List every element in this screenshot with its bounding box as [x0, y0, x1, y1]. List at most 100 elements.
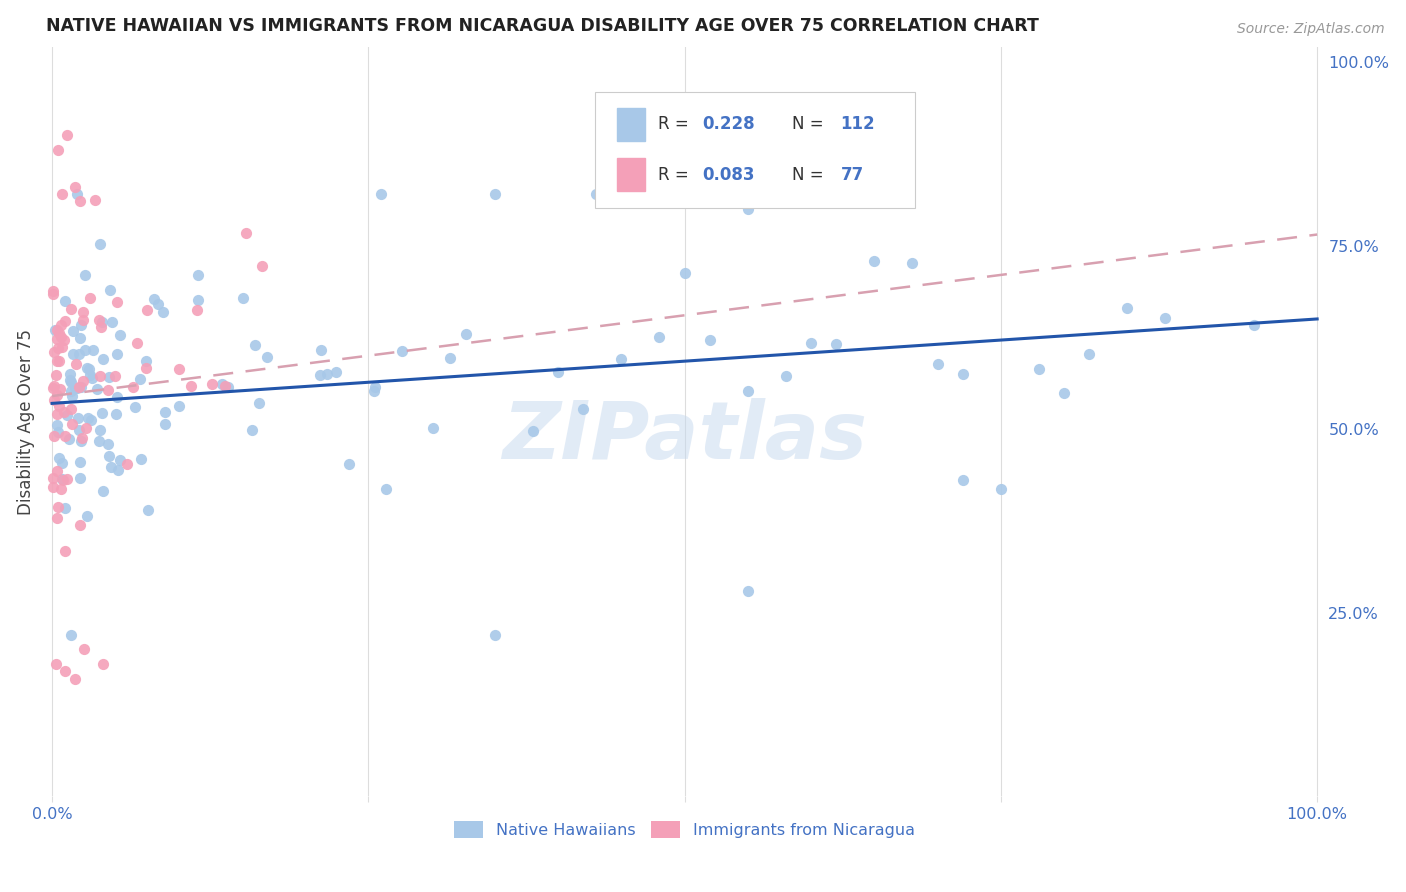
Point [45, 657, 67, 671]
Point [91, 657, 114, 671]
Point [63, 179, 86, 194]
Point [46, 464, 69, 478]
Point [69, 455, 91, 469]
Point [44, 323, 66, 337]
Point [129, 451, 152, 466]
Point [309, 368, 332, 382]
Point [105, 295, 128, 310]
Point [98, 283, 121, 297]
Point [79, 412, 101, 426]
Point [153, 417, 176, 431]
Point [46, 332, 69, 346]
Point [863, 254, 886, 268]
Point [63, 672, 86, 686]
Point [104, 368, 127, 383]
Point [89, 312, 111, 326]
Point [46, 354, 69, 368]
Y-axis label: Disability Age Over 75: Disability Age Over 75 [17, 329, 35, 515]
Point [316, 367, 339, 381]
Point [97, 437, 120, 451]
Point [89, 369, 111, 384]
Point [59, 302, 82, 317]
Point [107, 463, 129, 477]
Point [135, 302, 157, 317]
Point [63, 381, 86, 395]
Point [70, 380, 93, 394]
Point [53, 429, 76, 443]
Point [44, 429, 66, 443]
Point [62, 324, 84, 338]
Point [72, 313, 94, 327]
Point [72, 374, 94, 388]
Point [45, 323, 67, 337]
Point [52, 473, 75, 487]
Point [90, 315, 112, 329]
Point [42, 344, 65, 359]
Point [547, 365, 569, 379]
Point [108, 452, 131, 467]
Point [76, 361, 98, 376]
Point [55, 408, 77, 422]
Point [49, 382, 72, 396]
Point [45, 368, 67, 382]
Point [214, 379, 236, 393]
Text: NATIVE HAWAIIAN VS IMMIGRANTS FROM NICARAGUA DISABILITY AGE OVER 75 CORRELATION : NATIVE HAWAIIAN VS IMMIGRANTS FROM NICAR… [46, 17, 1039, 35]
Text: N =: N = [792, 115, 828, 134]
Point [122, 380, 145, 394]
Point [46, 500, 69, 515]
Point [48, 354, 70, 368]
Point [152, 305, 174, 319]
Point [51, 341, 73, 355]
Point [60, 389, 83, 403]
Point [60, 417, 83, 431]
Point [48, 399, 70, 413]
Point [235, 227, 257, 241]
Text: N =: N = [792, 166, 828, 184]
Point [86, 382, 108, 396]
Point [825, 337, 848, 351]
Point [77, 362, 100, 376]
Point [454, 327, 477, 342]
Point [49, 483, 72, 497]
Point [89, 423, 111, 437]
Point [46, 407, 69, 421]
Point [187, 268, 209, 283]
Point [211, 377, 233, 392]
Point [952, 367, 974, 381]
Point [46, 388, 69, 402]
Point [75, 421, 97, 435]
Point [83, 194, 105, 208]
Point [391, 343, 413, 358]
Point [62, 346, 84, 360]
Point [129, 372, 152, 386]
Point [1053, 385, 1076, 400]
Point [375, 482, 398, 496]
Point [572, 402, 595, 417]
Point [49, 330, 72, 344]
Text: R =: R = [658, 115, 693, 134]
Point [42, 284, 65, 298]
Point [146, 297, 169, 311]
Point [337, 457, 360, 471]
Point [484, 627, 506, 641]
Point [91, 351, 114, 366]
Point [60, 401, 83, 416]
Point [90, 319, 112, 334]
Text: 0.228: 0.228 [703, 115, 755, 134]
Point [45, 510, 67, 524]
Point [67, 379, 90, 393]
Point [60, 627, 83, 641]
Point [59, 367, 82, 381]
Point [439, 351, 461, 365]
Point [100, 460, 122, 475]
Point [135, 354, 157, 368]
Point [125, 335, 148, 350]
Point [48, 326, 70, 341]
Point [187, 293, 209, 307]
Point [73, 642, 96, 657]
Point [48, 342, 70, 356]
Point [69, 194, 91, 209]
Point [42, 392, 65, 407]
Point [167, 362, 190, 376]
Legend: Native Hawaiians, Immigrants from Nicaragua: Native Hawaiians, Immigrants from Nicara… [449, 815, 921, 845]
